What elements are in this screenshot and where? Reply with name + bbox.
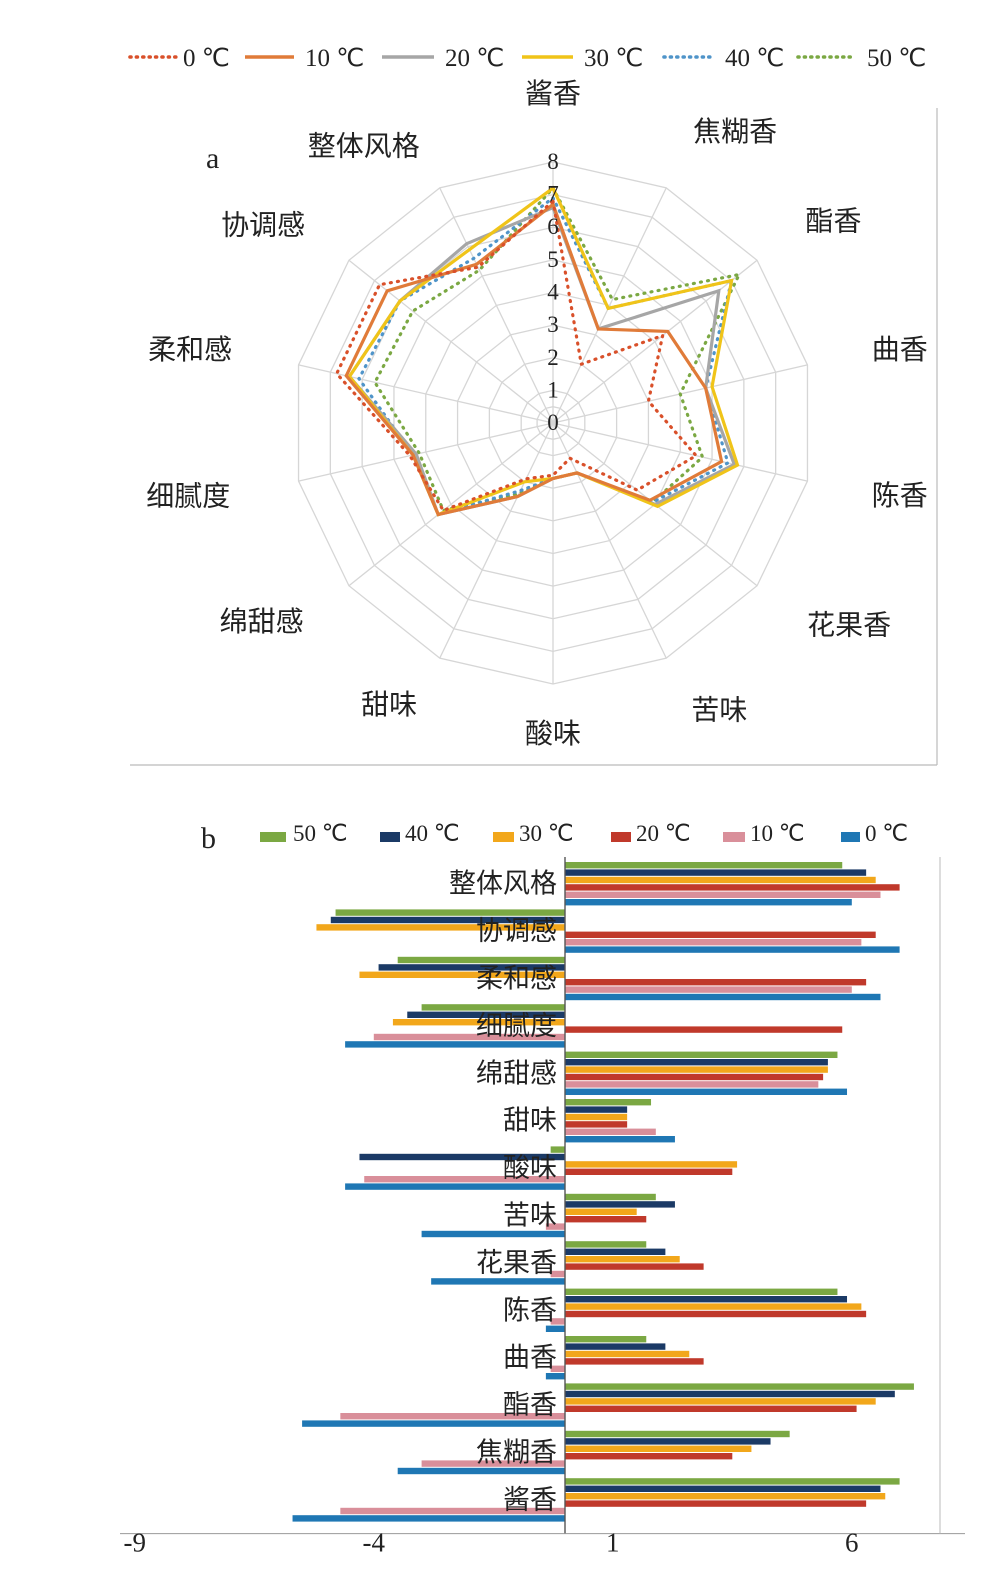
svg-text:曲香: 曲香: [503, 1343, 557, 1373]
svg-text:1: 1: [547, 377, 559, 402]
svg-text:焦糊香: 焦糊香: [693, 116, 777, 148]
svg-text:酯香: 酯香: [503, 1390, 557, 1420]
svg-text:酸味: 酸味: [503, 1153, 557, 1183]
svg-text:酱香: 酱香: [525, 78, 581, 110]
svg-text:酱香: 酱香: [503, 1485, 557, 1515]
svg-text:30 ℃: 30 ℃: [519, 821, 574, 846]
svg-text:整体风格: 整体风格: [449, 869, 557, 899]
svg-text:0 ℃: 0 ℃: [183, 45, 230, 72]
svg-text:曲香: 曲香: [872, 334, 928, 366]
svg-text:8: 8: [547, 149, 559, 174]
svg-text:40 ℃: 40 ℃: [405, 821, 460, 846]
svg-text:整体风格: 整体风格: [308, 130, 420, 162]
svg-text:细腻度: 细腻度: [476, 1011, 557, 1041]
svg-text:7: 7: [547, 182, 559, 207]
svg-text:5: 5: [547, 247, 559, 272]
svg-text:绵甜感: 绵甜感: [476, 1058, 557, 1088]
svg-text:50 ℃: 50 ℃: [867, 45, 926, 72]
svg-text:0: 0: [547, 410, 559, 435]
svg-text:10 ℃: 10 ℃: [750, 821, 805, 846]
svg-text:40 ℃: 40 ℃: [725, 45, 784, 72]
svg-text:协调感: 协调感: [221, 209, 305, 241]
svg-text:6: 6: [845, 1528, 859, 1558]
svg-text:花果香: 花果香: [807, 610, 891, 642]
svg-text:柔和感: 柔和感: [476, 964, 557, 994]
svg-text:酯香: 酯香: [806, 206, 862, 238]
svg-text:陈香: 陈香: [503, 1295, 557, 1325]
svg-text:10 ℃: 10 ℃: [305, 45, 364, 72]
svg-text:协调感: 协调感: [476, 916, 557, 946]
svg-text:b: b: [201, 822, 216, 855]
svg-text:a: a: [206, 142, 219, 175]
svg-text:陈香: 陈香: [872, 480, 928, 512]
svg-text:6: 6: [547, 214, 559, 239]
svg-text:绵甜感: 绵甜感: [220, 606, 304, 638]
svg-text:1: 1: [606, 1528, 620, 1558]
svg-text:细腻度: 细腻度: [146, 481, 230, 513]
svg-text:焦糊香: 焦糊香: [476, 1438, 557, 1468]
svg-text:-4: -4: [363, 1528, 386, 1558]
svg-text:苦味: 苦味: [503, 1201, 557, 1231]
svg-text:50 ℃: 50 ℃: [293, 821, 348, 846]
svg-text:3: 3: [547, 312, 559, 337]
svg-text:甜味: 甜味: [361, 689, 417, 721]
svg-text:苦味: 苦味: [691, 694, 747, 726]
svg-text:柔和感: 柔和感: [148, 334, 232, 366]
svg-text:2: 2: [547, 345, 559, 370]
svg-text:20 ℃: 20 ℃: [636, 821, 691, 846]
svg-text:20 ℃: 20 ℃: [445, 45, 504, 72]
svg-text:-9: -9: [124, 1528, 147, 1558]
svg-text:4: 4: [547, 280, 559, 305]
svg-text:花果香: 花果香: [476, 1248, 557, 1278]
svg-text:酸味: 酸味: [525, 718, 581, 750]
svg-text:30 ℃: 30 ℃: [584, 45, 643, 72]
svg-text:0 ℃: 0 ℃: [865, 821, 908, 846]
svg-text:甜味: 甜味: [503, 1106, 557, 1136]
